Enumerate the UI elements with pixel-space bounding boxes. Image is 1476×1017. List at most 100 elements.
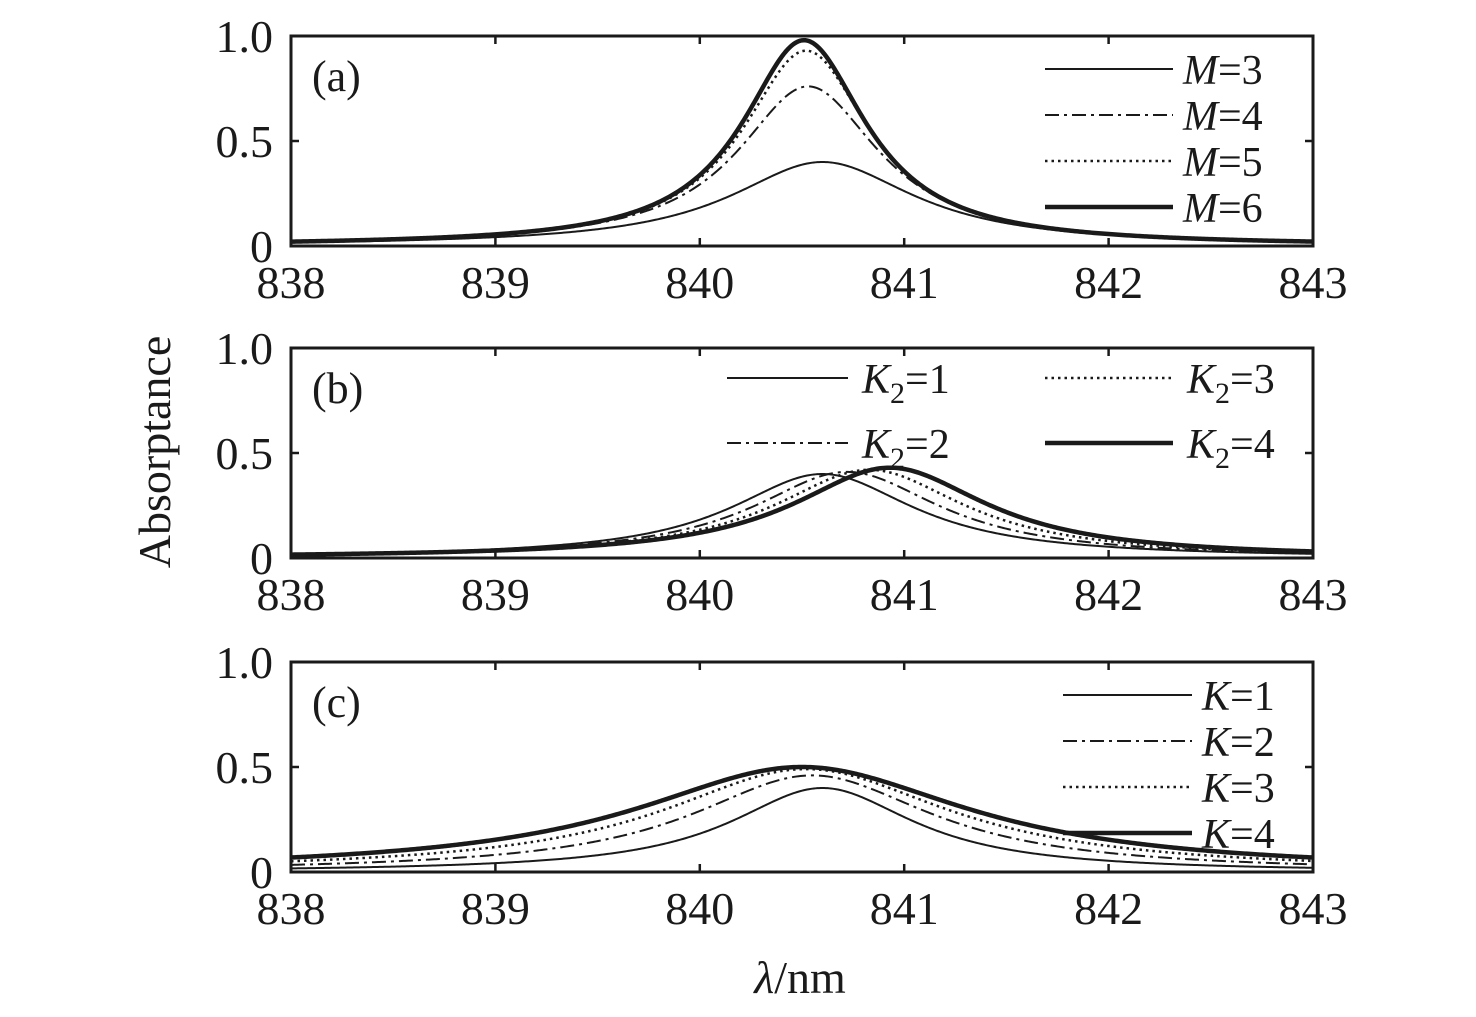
legend-value: =3 (1230, 357, 1275, 403)
legend-variable: K (861, 422, 892, 468)
legend-item: K=4 (1063, 812, 1275, 858)
y-tick-label: 0 (250, 533, 273, 584)
x-tick-label: 843 (1279, 569, 1348, 620)
y-tick-label: 1.0 (216, 323, 274, 374)
legend-label: M=4 (1182, 94, 1263, 140)
legend-label: K2=4 (1186, 422, 1275, 475)
x-tick-label: 841 (870, 257, 939, 308)
legend: K2=1K2=2K2=3K2=4 (727, 357, 1275, 475)
legend-variable: K (1201, 720, 1232, 766)
series-line-k2-4 (291, 465, 1313, 557)
legend-item: K2=2 (727, 422, 950, 475)
y-tick-label: 1.0 (216, 11, 274, 62)
y-tick-label: 0.5 (216, 742, 274, 793)
legend-variable: M (1182, 48, 1220, 94)
legend-subscript: 2 (890, 442, 905, 475)
legend-variable: M (1182, 140, 1220, 186)
legend-label: K=4 (1201, 812, 1275, 858)
legend-subscript: 2 (1215, 377, 1230, 410)
legend-value: =3 (1230, 766, 1275, 812)
x-tick-label: 840 (665, 257, 734, 308)
series-line-k-2 (291, 774, 1313, 866)
legend-item: M=4 (1045, 94, 1263, 140)
panel-label: (a) (312, 52, 361, 101)
legend-item: M=6 (1045, 186, 1263, 232)
y-tick-label: 0.5 (216, 428, 274, 479)
legend-label: M=5 (1182, 140, 1263, 186)
legend-label: K=3 (1201, 766, 1275, 812)
y-tick-label: 0 (250, 847, 273, 898)
panel-label: (b) (312, 364, 363, 413)
x-tick-label: 841 (870, 569, 939, 620)
x-tick-label: 841 (870, 883, 939, 934)
x-tick-label: 838 (257, 883, 326, 934)
y-tick-label: 0.5 (216, 116, 274, 167)
panel-label: (c) (312, 678, 361, 727)
x-tick-label: 838 (257, 569, 326, 620)
legend-value: =5 (1218, 140, 1263, 186)
legend-label: K2=3 (1186, 357, 1275, 410)
legend-variable: K (1201, 674, 1232, 720)
y-tick-label: 0 (250, 221, 273, 272)
legend-item: M=5 (1045, 140, 1263, 186)
legend-variable: K (1186, 357, 1217, 403)
x-axis-unit: /nm (774, 952, 846, 1003)
legend-item: K=1 (1063, 674, 1275, 720)
legend-value: =1 (905, 357, 950, 403)
x-tick-label: 842 (1074, 569, 1143, 620)
series-line-m-3 (291, 161, 1313, 244)
legend-variable: K (1186, 422, 1217, 468)
series-line-m-6 (291, 37, 1313, 244)
x-tick-label: 843 (1279, 257, 1348, 308)
legend-item: M=3 (1045, 48, 1263, 94)
legend-value: =2 (905, 422, 950, 468)
legend-value: =4 (1230, 422, 1275, 468)
x-tick-label: 839 (461, 883, 530, 934)
legend-label: M=3 (1182, 48, 1263, 94)
series-line-k-1 (291, 787, 1313, 870)
x-tick-label: 840 (665, 883, 734, 934)
legend: K=1K=2K=3K=4 (1063, 674, 1275, 858)
plot-frame (289, 346, 1315, 560)
x-tick-label: 839 (461, 569, 530, 620)
legend-item: K2=1 (727, 357, 950, 410)
legend-variable: M (1182, 94, 1220, 140)
series-line-k-4 (291, 764, 1313, 860)
x-axis-symbol: λ (752, 952, 774, 1003)
legend-variable: K (861, 357, 892, 403)
x-tick-label: 843 (1279, 883, 1348, 934)
legend-value: =6 (1218, 186, 1263, 232)
legend-value: =4 (1230, 812, 1275, 858)
legend-item: K=2 (1063, 720, 1275, 766)
legend-label: K=1 (1201, 674, 1275, 720)
y-tick-label: 1.0 (216, 637, 274, 688)
legend-label: K=2 (1201, 720, 1275, 766)
legend-item: K2=3 (1045, 357, 1275, 410)
legend-item: K2=4 (1045, 422, 1275, 475)
series-line-m-5 (291, 49, 1313, 243)
legend-value: =2 (1230, 720, 1275, 766)
legend-value: =1 (1230, 674, 1275, 720)
x-tick-label: 839 (461, 257, 530, 308)
legend-variable: K (1201, 766, 1232, 812)
x-tick-label: 838 (257, 257, 326, 308)
legend-subscript: 2 (1215, 442, 1230, 475)
legend-variable: K (1201, 812, 1232, 858)
legend-label: K2=1 (861, 357, 950, 410)
legend-value: =3 (1218, 48, 1263, 94)
x-tick-label: 840 (665, 569, 734, 620)
y-axis-title: Absorptance (129, 336, 180, 568)
legend-label: M=6 (1182, 186, 1263, 232)
x-tick-label: 842 (1074, 257, 1143, 308)
x-tick-label: 842 (1074, 883, 1143, 934)
legend: M=3M=4M=5M=6 (1045, 48, 1263, 232)
legend-label: K2=2 (861, 422, 950, 475)
plot-frame (289, 34, 1315, 248)
legend-value: =4 (1218, 94, 1263, 140)
legend-item: K=3 (1063, 766, 1275, 812)
legend-variable: M (1182, 186, 1220, 232)
